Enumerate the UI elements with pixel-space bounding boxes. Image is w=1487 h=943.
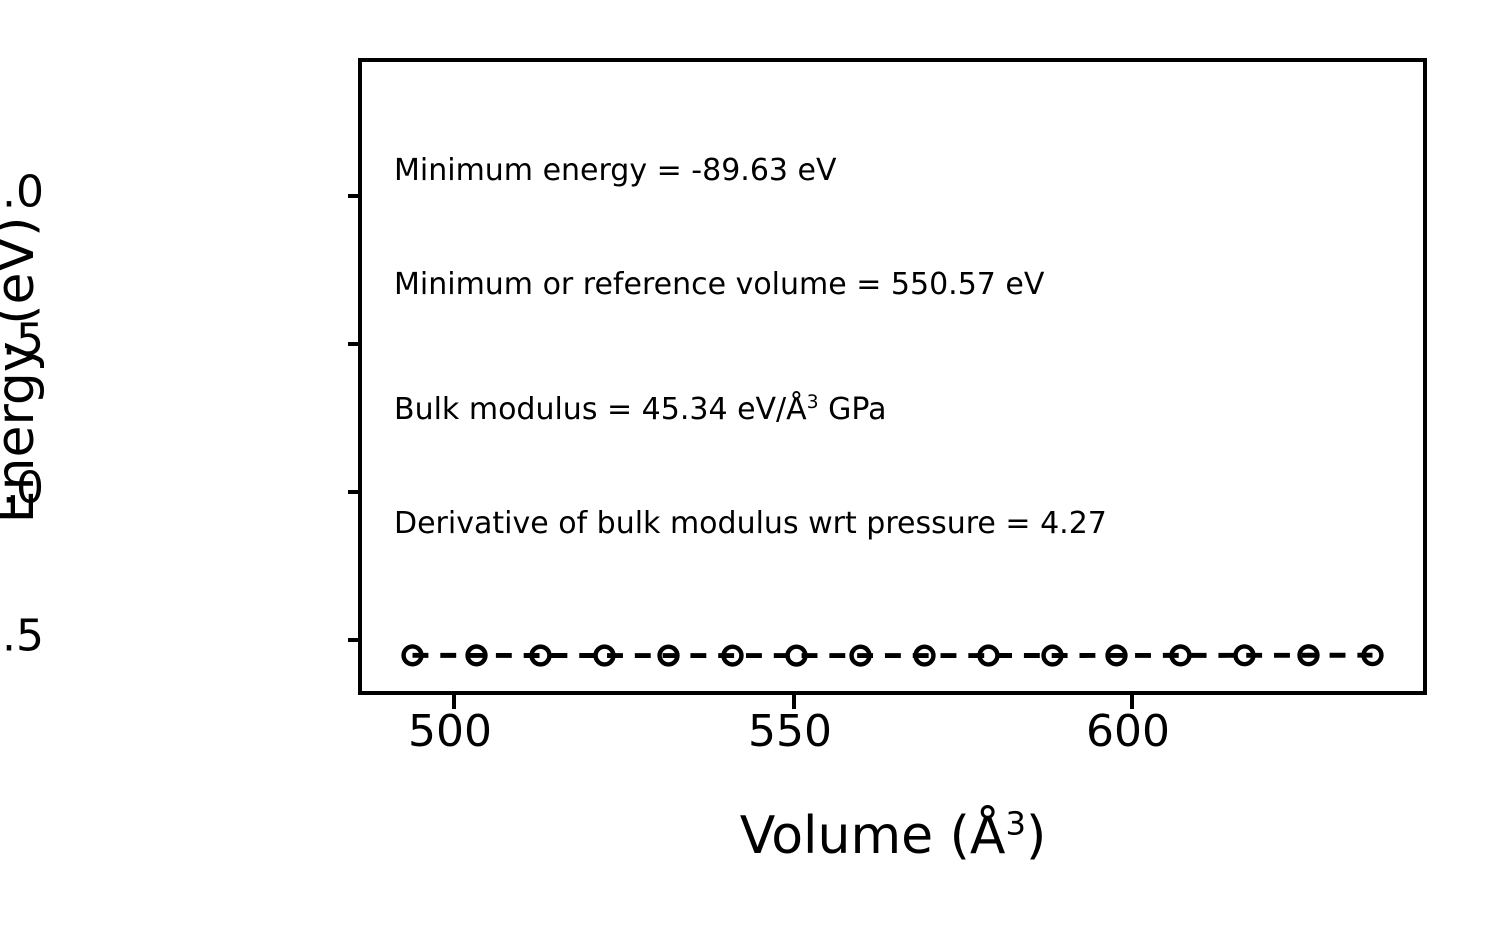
y-tick-mark (348, 342, 362, 346)
data-point-marker (1041, 644, 1064, 667)
y-tick-mark (348, 490, 362, 494)
data-point-marker (657, 644, 680, 667)
x-axis-title: Volume (Å3) (740, 806, 1047, 866)
x-tick-label: 500 (408, 706, 492, 757)
y-tick-label: −88.5 (0, 314, 44, 366)
annotation-line-min-energy: Minimum energy = -89.63 eV (394, 153, 837, 189)
x-axis-title-exponent: 3 (1005, 804, 1027, 843)
x-tick-mark (792, 695, 796, 709)
eos-curve (401, 644, 1384, 667)
bulk-modulus-prefix: Bulk modulus = 45.34 eV/Å (394, 391, 807, 427)
x-tick-mark (452, 695, 456, 709)
data-point-marker (721, 644, 744, 667)
x-tick-mark (1130, 695, 1134, 709)
data-point-marker (849, 644, 872, 667)
fit-annotation: Minimum energy = -89.63 eV Minimum or re… (394, 76, 1294, 619)
x-axis-title-prefix: Volume (Å (739, 806, 1006, 866)
plot-axes: Minimum energy = -89.63 eV Minimum or re… (348, 58, 1427, 709)
y-tick-label: −88.0 (0, 166, 44, 218)
data-point-marker (529, 644, 552, 667)
y-tick-label: −89.0 (0, 462, 44, 514)
data-point-marker (785, 644, 808, 667)
data-point-marker (1361, 644, 1384, 667)
bulk-modulus-suffix: GPa (818, 391, 887, 427)
data-point-marker (465, 644, 488, 667)
data-point-marker (401, 644, 424, 667)
x-axis-title-suffix: ) (1026, 806, 1047, 866)
data-point-marker (913, 644, 936, 667)
data-point-marker (1297, 644, 1320, 667)
annotation-line-bulk-modulus: Bulk modulus = 45.34 eV/Å3 GPa (394, 391, 1294, 429)
y-tick-label: −89.5 (0, 610, 44, 662)
data-point-marker (977, 644, 1000, 667)
y-tick-mark (348, 638, 362, 642)
data-point-marker (1105, 644, 1128, 667)
annotation-line-bprime: Derivative of bulk modulus wrt pressure … (394, 506, 1107, 542)
x-tick-label: 600 (1086, 706, 1170, 757)
data-point-marker (593, 644, 616, 667)
y-tick-mark (348, 194, 362, 198)
bulk-modulus-exponent: 3 (806, 391, 819, 413)
data-point-marker (1169, 644, 1192, 667)
x-tick-label: 550 (748, 706, 832, 757)
annotation-line-min-volume: Minimum or reference volume = 550.57 eV (394, 267, 1045, 303)
data-point-marker (1233, 644, 1256, 667)
